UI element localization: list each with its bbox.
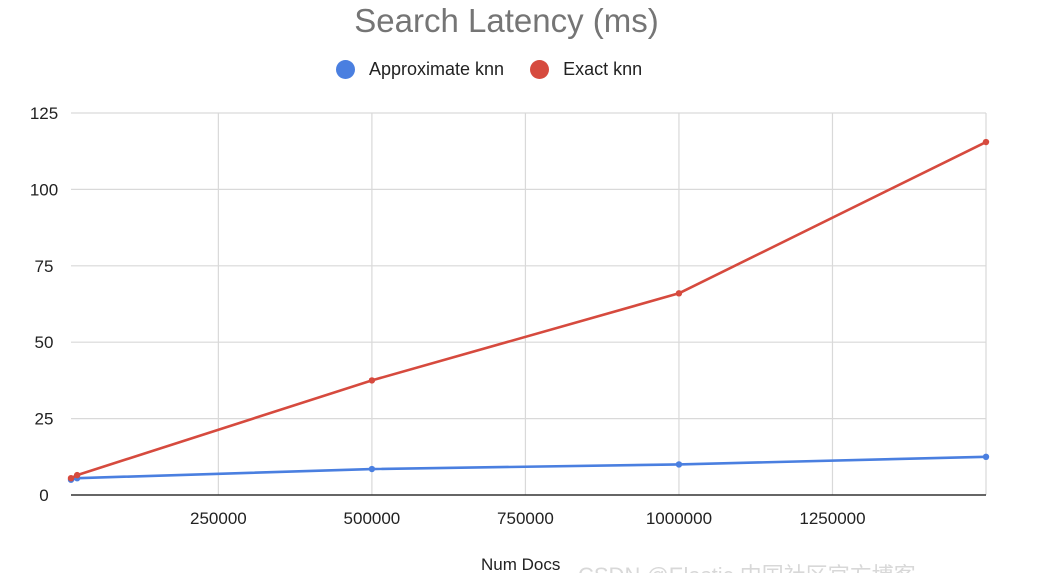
y-tick-label: 100 [30, 180, 58, 199]
x-tick-label: 1000000 [646, 509, 712, 528]
data-point-exact-knn [73, 471, 81, 479]
legend-item-approximate-knn: Approximate knn [336, 59, 504, 80]
data-point-approximate-knn [368, 465, 376, 473]
watermark-text: CSDN @Elastic 中国社区官方博客 [578, 558, 916, 573]
x-axis-title: Num Docs [481, 555, 561, 573]
data-point-approximate-knn [675, 461, 683, 468]
legend-swatch-approximate-knn [336, 60, 355, 79]
y-tick-label: 75 [35, 257, 54, 276]
y-tick-label: 125 [30, 104, 58, 123]
y-tick-label: 25 [35, 410, 54, 429]
data-point-approximate-knn [982, 453, 990, 460]
data-point-exact-knn [675, 290, 683, 297]
data-point-exact-knn [67, 474, 75, 482]
chart-legend: Approximate knn Exact knn [336, 59, 668, 80]
legend-label-exact-knn: Exact knn [563, 59, 643, 79]
legend-item-exact-knn: Exact knn [530, 59, 642, 80]
y-tick-label: 0 [39, 486, 48, 505]
series-line-approximate-knn [70, 455, 987, 481]
y-tick-label: 50 [35, 333, 54, 352]
x-tick-label: 750000 [497, 509, 554, 528]
legend-label-approximate-knn: Approximate knn [369, 59, 505, 79]
x-tick-label: 1250000 [799, 509, 865, 528]
x-tick-label: 500000 [344, 509, 401, 528]
legend-swatch-exact-knn [530, 60, 550, 79]
data-point-exact-knn [368, 377, 376, 384]
series-line-exact-knn [70, 140, 987, 480]
chart-title: Search Latency (ms) [354, 2, 659, 39]
x-tick-label: 250000 [190, 509, 247, 528]
data-point-exact-knn [982, 138, 990, 146]
